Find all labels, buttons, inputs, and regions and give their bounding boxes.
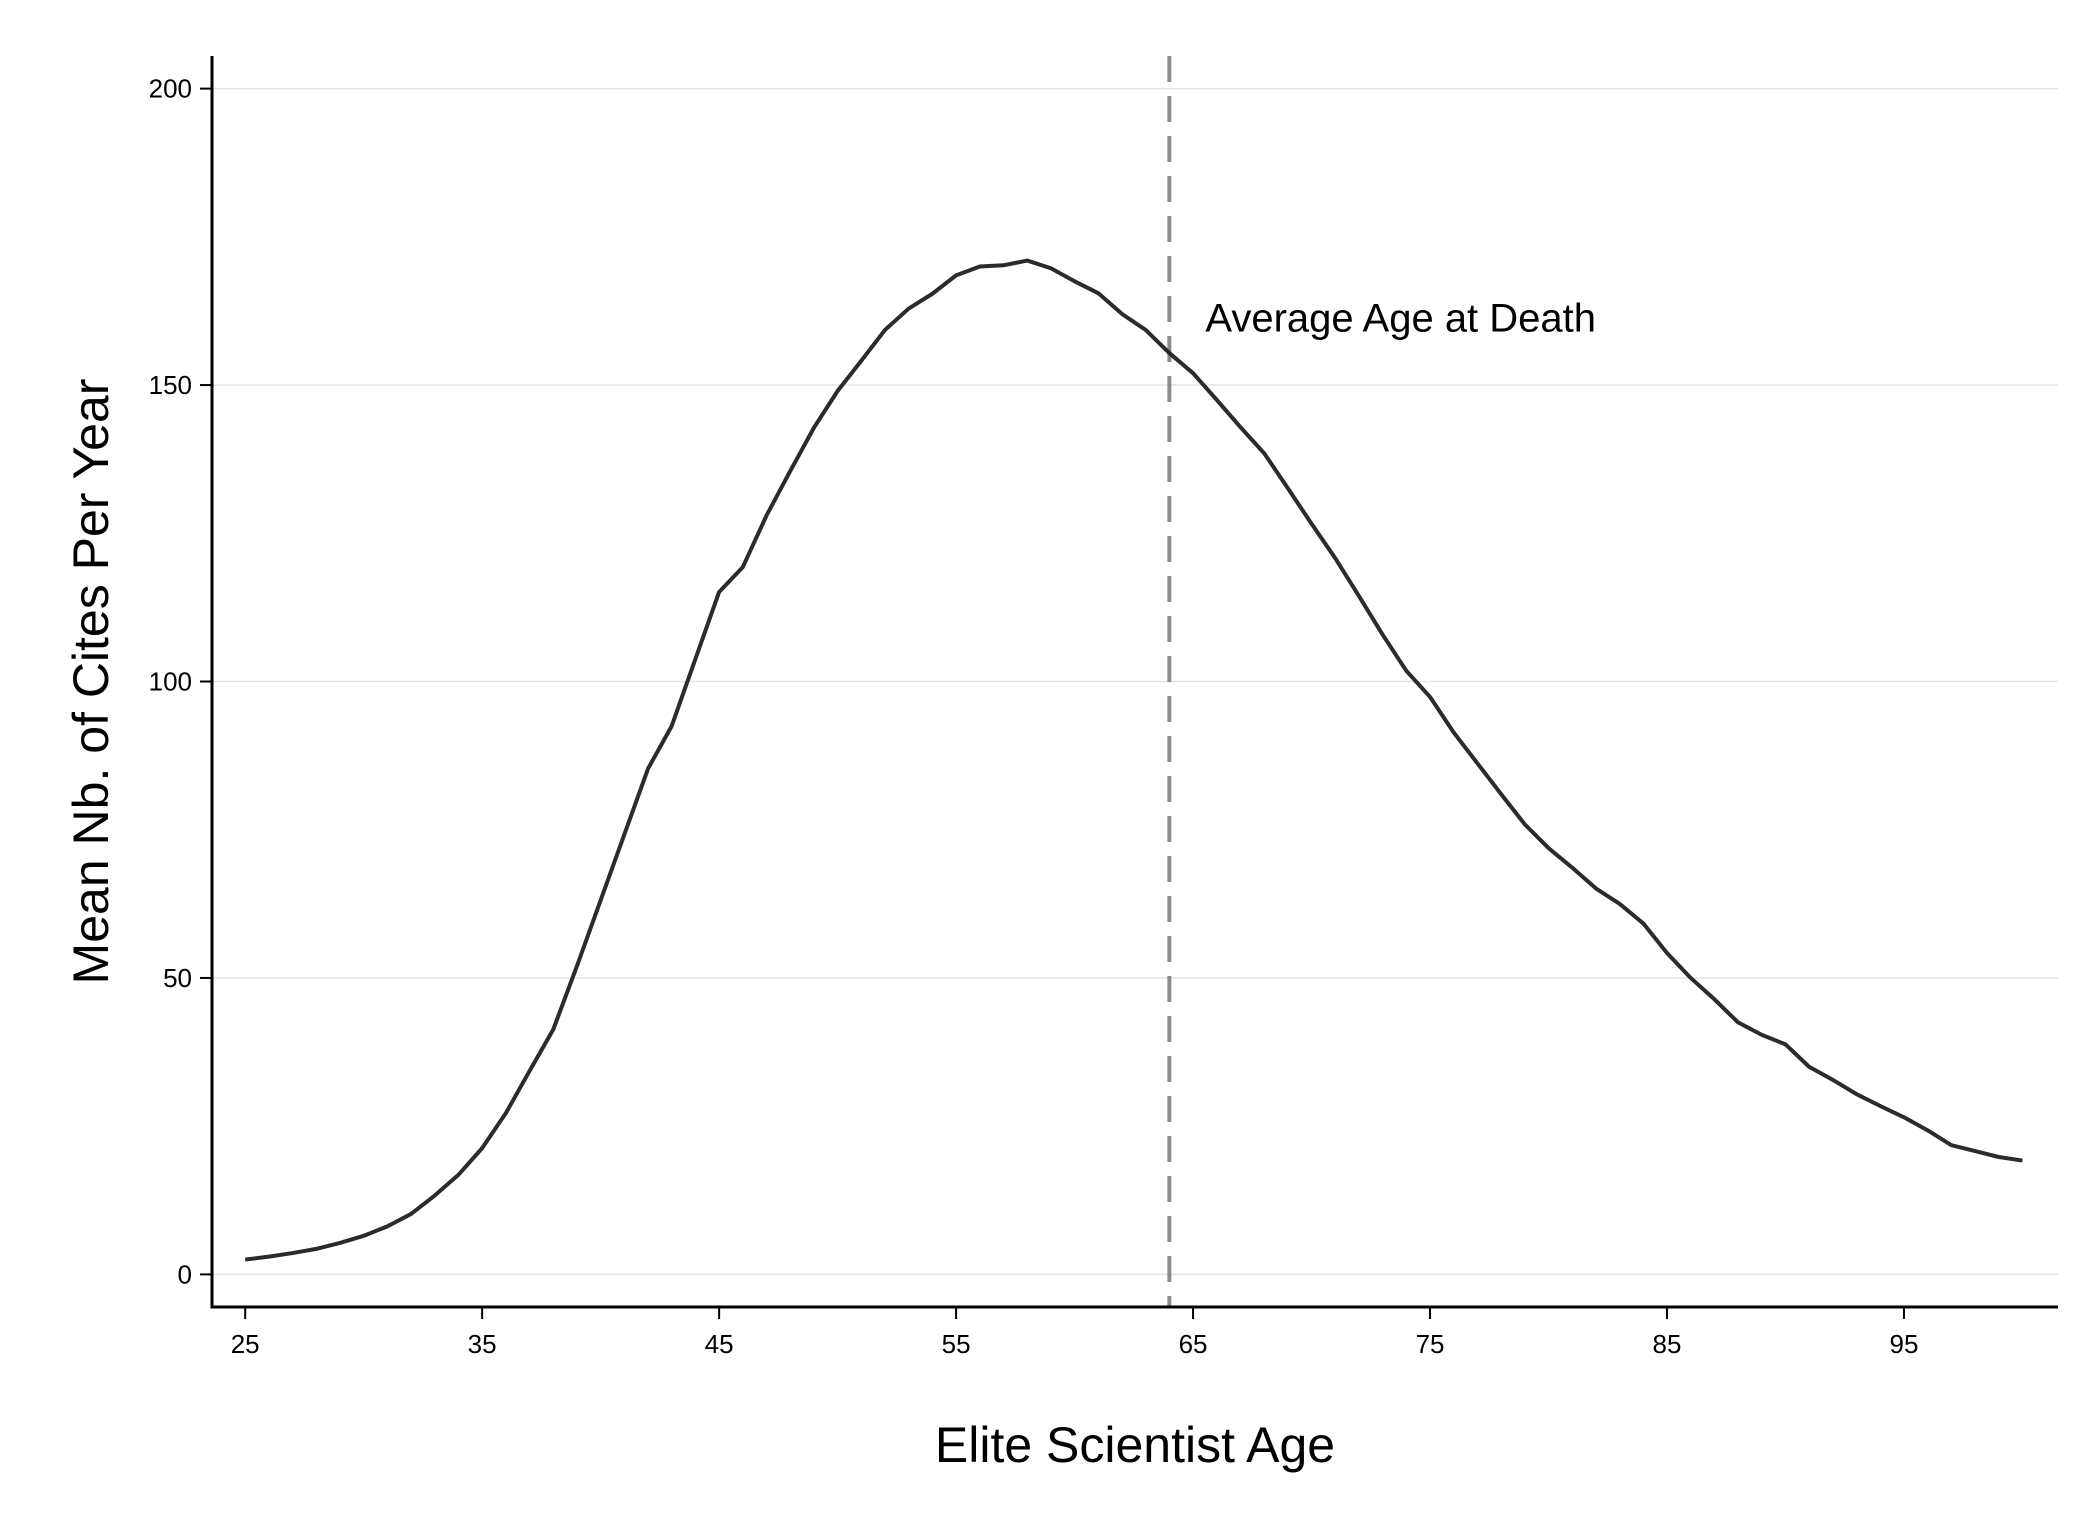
x-tick-label: 65 [1179, 1329, 1208, 1359]
gridlines [212, 87, 2058, 1276]
y-tick-label: 200 [149, 74, 192, 104]
reference-line-label: Average Age at Death [1205, 296, 1596, 340]
x-tick-label: 45 [705, 1329, 734, 1359]
y-ticks: 0 50 100 150 200 [149, 74, 212, 1289]
x-tick-label: 75 [1416, 1329, 1445, 1359]
y-tick-label: 50 [163, 963, 192, 993]
y-tick-label: 100 [149, 667, 192, 697]
y-axis-title: Mean Nb. of Cites Per Year [63, 379, 119, 985]
y-tick-label: 0 [178, 1259, 192, 1289]
x-tick-label: 95 [1890, 1329, 1919, 1359]
x-axis-title: Elite Scientist Age [935, 1417, 1335, 1473]
x-ticks: 25 35 45 55 65 75 85 95 [231, 1307, 1919, 1359]
series-line [244, 258, 2023, 1262]
x-tick-label: 35 [468, 1329, 497, 1359]
x-tick-label: 85 [1653, 1329, 1682, 1359]
y-tick-label: 150 [149, 370, 192, 400]
x-tick-label: 55 [942, 1329, 971, 1359]
x-tick-label: 25 [231, 1329, 260, 1359]
